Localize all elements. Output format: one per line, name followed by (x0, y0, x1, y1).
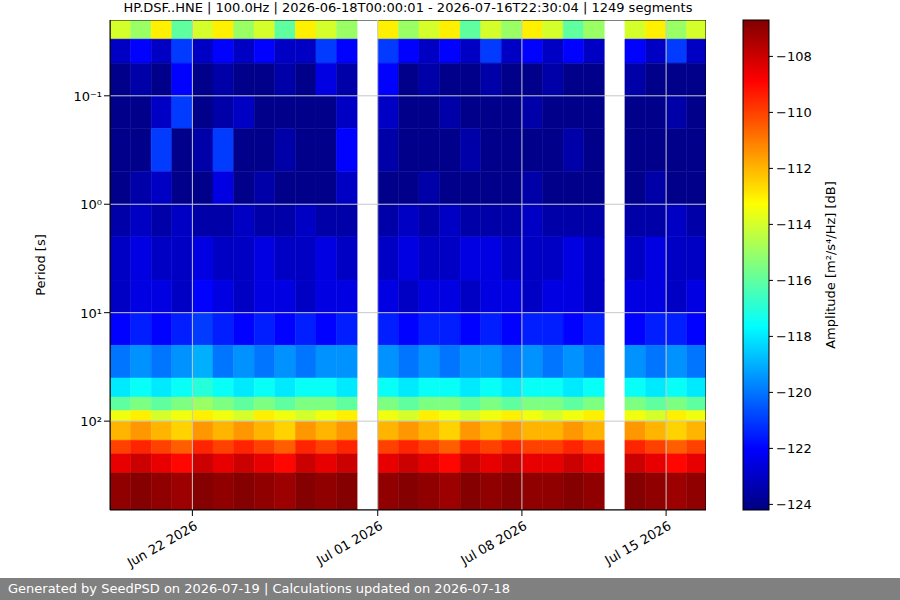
svg-text:−118: −118 (776, 329, 812, 344)
svg-text:−112: −112 (776, 161, 812, 176)
svg-text:−116: −116 (776, 273, 812, 288)
svg-text:−110: −110 (776, 105, 812, 120)
svg-text:Jun 22 2026: Jun 22 2026 (124, 518, 200, 571)
svg-text:10²: 10² (80, 414, 102, 429)
svg-text:Amplitude [m²/s⁴/Hz] [dB]: Amplitude [m²/s⁴/Hz] [dB] (823, 181, 838, 349)
svg-text:10⁰: 10⁰ (80, 197, 102, 212)
svg-text:−122: −122 (776, 441, 812, 456)
svg-text:−114: −114 (776, 217, 812, 232)
svg-text:10⁻¹: 10⁻¹ (73, 89, 102, 104)
svg-text:−120: −120 (776, 385, 812, 400)
svg-text:Jul 15 2026: Jul 15 2026 (602, 518, 674, 568)
svg-text:Period [s]: Period [s] (33, 234, 48, 296)
svg-text:Jul 08 2026: Jul 08 2026 (457, 518, 529, 568)
svg-text:10¹: 10¹ (80, 306, 102, 321)
html-text:HP.DSF..HNE | 100.0Hz | 2026-0: HP.DSF..HNE | 100.0Hz | 2026-06-18T00:00… (123, 0, 693, 15)
html-text:Generated by SeedPSD on 2026-0: Generated by SeedPSD on 2026-07-19 | Cal… (8, 581, 510, 596)
svg-text:−108: −108 (776, 49, 812, 64)
svg-text:−124: −124 (776, 497, 812, 512)
svg-text:Jul 01 2026: Jul 01 2026 (313, 518, 385, 568)
